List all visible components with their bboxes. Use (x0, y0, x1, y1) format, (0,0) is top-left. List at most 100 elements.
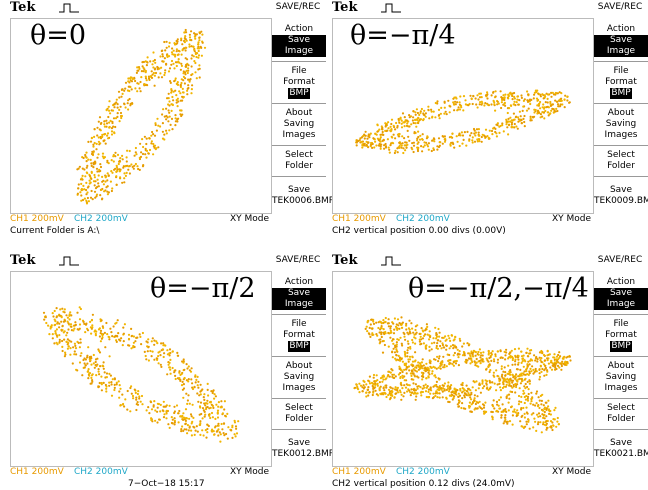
selected-option[interactable]: Save Image (272, 35, 326, 57)
trace-dot (518, 118, 520, 120)
trace-dot (96, 168, 98, 170)
trace-dot (382, 319, 384, 321)
trace-dot (442, 143, 444, 145)
trace-dot (178, 370, 180, 372)
trace-dot (529, 368, 531, 370)
trace-dot (185, 49, 187, 51)
trace-dot (443, 364, 445, 366)
selected-option[interactable]: BMP (288, 341, 309, 352)
trace-dot (79, 328, 81, 330)
trace-dot (474, 394, 476, 396)
trace-dot (403, 137, 405, 139)
trace-dot (152, 351, 154, 353)
trace-dot (183, 76, 185, 78)
trace-dot (475, 389, 477, 391)
trace-dot (52, 315, 54, 317)
trace-dot (222, 412, 224, 414)
trace-dot (201, 388, 203, 390)
trace-dot (428, 149, 430, 151)
trace-dot (184, 377, 186, 379)
trace-dot (425, 363, 427, 365)
trace-dot (426, 323, 428, 325)
trace-dot (116, 335, 118, 337)
trace-dot (418, 114, 420, 116)
trace-dot (61, 346, 63, 348)
trace-dot (99, 365, 101, 367)
trace-dot (537, 423, 539, 425)
trace-dot (490, 360, 492, 362)
trace-dot (80, 342, 82, 344)
trace-dot (381, 133, 383, 135)
trace-dot (410, 322, 412, 324)
trace-dot (180, 100, 182, 102)
trace-dot (481, 96, 483, 98)
trace-dot (101, 319, 103, 321)
trace-dot (356, 384, 358, 386)
trace-dot (408, 125, 410, 127)
trace-dot (538, 103, 540, 105)
trace-dot (402, 395, 404, 397)
trace-dot (552, 356, 554, 358)
trace-dot (411, 328, 413, 330)
trace-dot (146, 409, 148, 411)
trace-dot (508, 107, 510, 109)
selected-option[interactable]: BMP (288, 88, 309, 99)
trace-dot (370, 323, 372, 325)
trace-dot (476, 138, 478, 140)
trace-dot (155, 72, 157, 74)
menu-text: Action (594, 24, 648, 35)
trace-dot (171, 128, 173, 130)
trace-dot (185, 29, 187, 31)
trace-dot (81, 189, 83, 191)
selected-option[interactable]: Save Image (594, 35, 648, 57)
trace-dot (158, 403, 160, 405)
trace-dot (93, 362, 95, 364)
trace-dot (436, 336, 438, 338)
trace-dot (67, 328, 69, 330)
trace-dot (88, 375, 90, 377)
trace-dot (392, 338, 394, 340)
trace-dot (469, 410, 471, 412)
trace-dot (56, 307, 58, 309)
selected-option[interactable]: BMP (610, 88, 631, 99)
trace-dot (180, 63, 182, 65)
trace-dot (119, 384, 121, 386)
menu-text: Format (272, 77, 326, 88)
trace-dot (504, 358, 506, 360)
menu-text: Action (272, 277, 326, 288)
trace-dot (507, 112, 509, 114)
trace-dot (113, 169, 115, 171)
trace-dot (113, 389, 115, 391)
selected-option[interactable]: BMP (610, 341, 631, 352)
trace-dot (365, 395, 367, 397)
selected-option[interactable]: Save Image (594, 288, 648, 310)
trace-dot (135, 147, 137, 149)
trace-dot (454, 345, 456, 347)
trace-dot (203, 402, 205, 404)
trace-dot (135, 151, 137, 153)
trace-dot (99, 163, 101, 165)
trace-dot (425, 347, 427, 349)
trace-dot (506, 384, 508, 386)
trace-dot (553, 353, 555, 355)
trace-dot (514, 359, 516, 361)
trace-dot (495, 124, 497, 126)
trace-dot (504, 417, 506, 419)
trace-dot (522, 357, 524, 359)
trace-dot (167, 423, 169, 425)
trace-dot (394, 150, 396, 152)
trace-dot (414, 122, 416, 124)
trace-dot (480, 93, 482, 95)
trace-dot (406, 390, 408, 392)
trace-dot (412, 365, 414, 367)
trace-dot (149, 149, 151, 151)
menu-text: Images (594, 130, 648, 141)
trace-dot (427, 375, 429, 377)
trace-dot (372, 392, 374, 394)
selected-option[interactable]: Save Image (272, 288, 326, 310)
trace-dot (83, 321, 85, 323)
trace-dot (443, 337, 445, 339)
trace-dot (386, 130, 388, 132)
trace-dot (464, 392, 466, 394)
trace-dot (417, 361, 419, 363)
